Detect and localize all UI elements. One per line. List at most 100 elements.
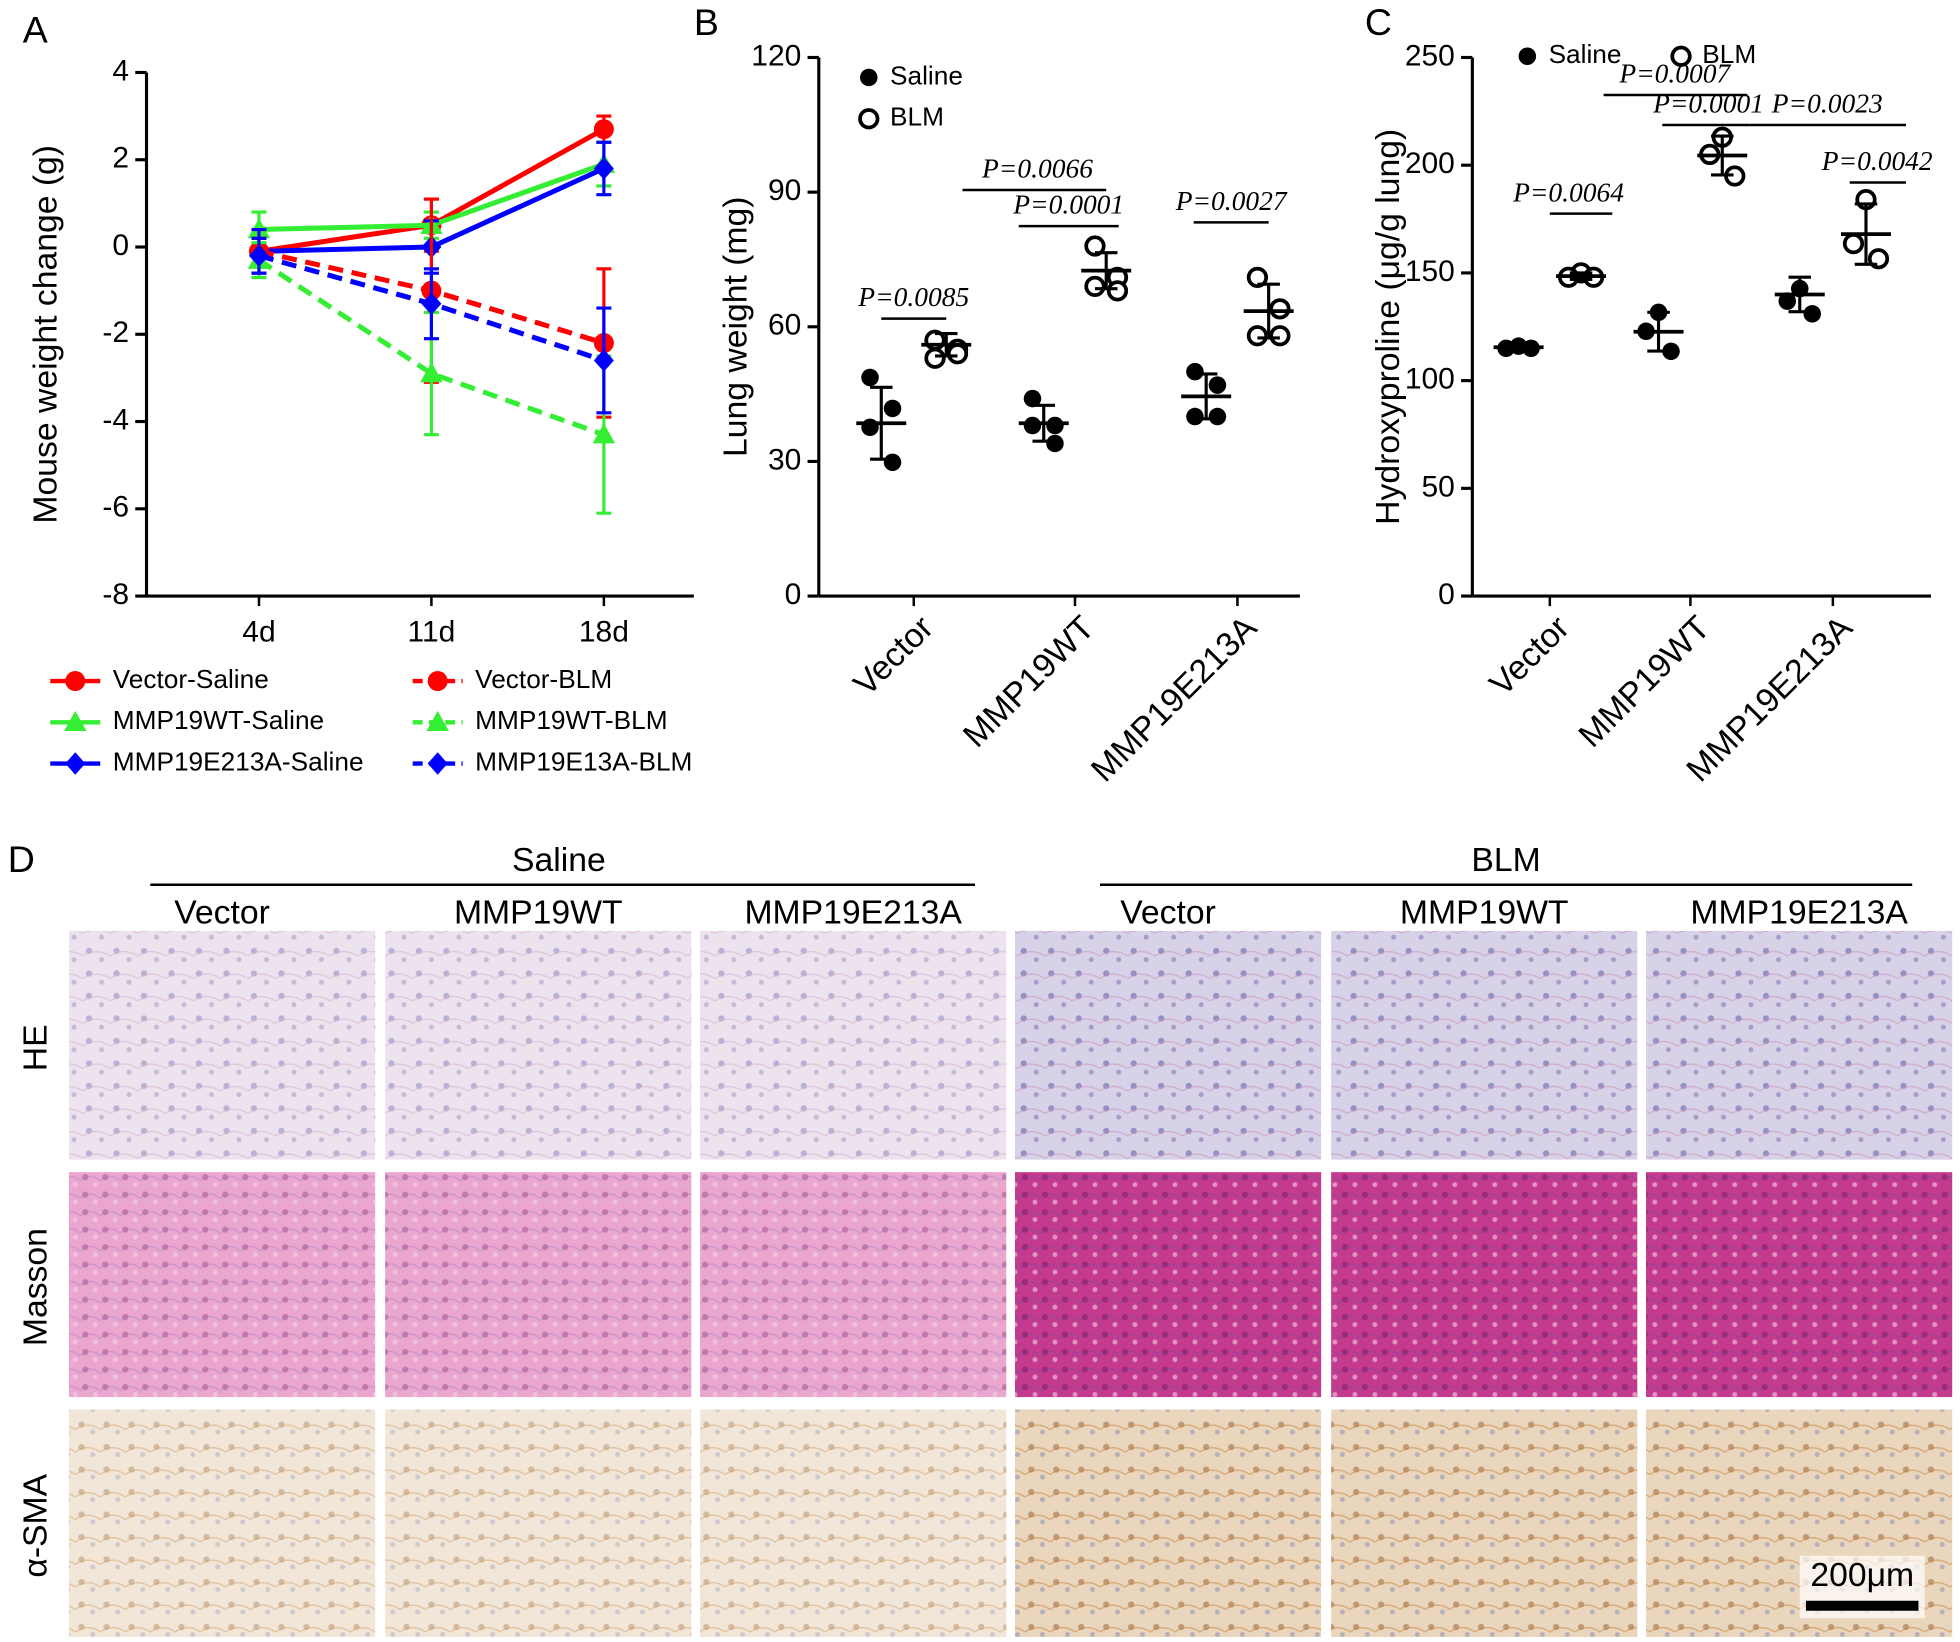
- x-tick-label: MMP19WT: [1571, 609, 1717, 755]
- marker: [1269, 298, 1291, 320]
- marker: [861, 368, 879, 387]
- group-label: Saline: [512, 841, 606, 879]
- histology-texture: [700, 1172, 1007, 1398]
- y-tick-label: -6: [102, 491, 129, 524]
- marker: [1106, 280, 1129, 302]
- row-label: α-SMA: [17, 1473, 55, 1577]
- histology-texture: [1646, 1172, 1953, 1398]
- legend-marker: [426, 711, 449, 732]
- y-tick-label: 0: [112, 229, 129, 262]
- histology-texture: [1014, 930, 1322, 1160]
- legend-label: Saline: [890, 60, 963, 90]
- marker: [1803, 305, 1821, 323]
- p-value: P=0.0027: [1175, 186, 1288, 216]
- marker: [1186, 407, 1204, 426]
- histology-texture: [69, 1172, 376, 1398]
- marker: [1023, 416, 1042, 435]
- error-bar: [1194, 372, 1218, 421]
- error-bar: [1711, 134, 1734, 177]
- p-value: P=0.0042: [1821, 146, 1933, 176]
- legend-marker: [65, 752, 86, 775]
- y-axis-title: Hydroxyproline (μg/g lung): [1369, 129, 1407, 525]
- panel-label: C: [1365, 1, 1392, 43]
- x-tick-label: Vector: [1482, 609, 1576, 703]
- marker: [1269, 325, 1291, 347]
- marker: [593, 157, 614, 180]
- y-tick-label: 60: [768, 309, 801, 342]
- y-tick-label: 50: [1421, 470, 1454, 503]
- histology-texture: [385, 930, 692, 1160]
- histology-texture: [1014, 1172, 1322, 1398]
- histology-texture: [1331, 930, 1638, 1160]
- marker: [421, 292, 442, 315]
- legend-label: Saline: [1549, 39, 1622, 69]
- y-tick-label: -8: [102, 578, 129, 611]
- marker: [1023, 389, 1042, 408]
- p-value: P=0.0064: [1512, 177, 1624, 207]
- marker: [1662, 342, 1680, 361]
- legend-marker: [1518, 47, 1537, 65]
- legend-label: Vector-BLM: [475, 664, 612, 694]
- column-label: Vector: [174, 894, 270, 932]
- legend-marker: [1670, 45, 1692, 67]
- histology-texture: [385, 1409, 692, 1638]
- x-tick-label: 11d: [408, 615, 456, 648]
- error-bar: [1854, 202, 1878, 266]
- y-tick-label: -2: [102, 316, 129, 349]
- p-value: P=0.0007: [1618, 59, 1731, 89]
- error-bar: [1257, 282, 1280, 340]
- legend-label: Vector-Saline: [113, 664, 269, 694]
- marker: [1084, 235, 1106, 257]
- x-tick-label: 18d: [579, 615, 629, 648]
- error-bar: [935, 331, 958, 358]
- x-tick-label: Vector: [846, 609, 940, 703]
- y-tick-label: 0: [1438, 578, 1455, 611]
- panel-label: D: [8, 838, 35, 880]
- x-tick-label: 4d: [242, 615, 275, 648]
- legend-marker: [860, 68, 878, 87]
- legend-label: BLM: [1702, 39, 1756, 69]
- scale-bar-label: 200μm: [1810, 1556, 1914, 1594]
- column-label: Vector: [1120, 894, 1216, 932]
- legend-marker: [427, 671, 448, 692]
- y-axis-title: Mouse weight change (g): [27, 145, 65, 524]
- group-label: BLM: [1471, 841, 1540, 879]
- error-bar: [1647, 310, 1670, 353]
- y-tick-label: 250: [1405, 39, 1455, 72]
- legend-marker: [858, 108, 880, 130]
- y-tick-label: 0: [785, 578, 802, 611]
- marker: [1778, 292, 1797, 310]
- histology-texture: [385, 1172, 692, 1398]
- marker: [420, 362, 443, 383]
- marker: [946, 343, 969, 365]
- y-tick-label: 2: [112, 142, 129, 175]
- column-label: MMP19E213A: [744, 894, 962, 932]
- y-tick-label: 90: [768, 174, 801, 207]
- row-label: Masson: [17, 1228, 55, 1346]
- legend-marker: [427, 752, 448, 775]
- legend-marker: [65, 671, 86, 692]
- histology-texture: [700, 930, 1007, 1160]
- marker: [1046, 416, 1064, 435]
- error-bar: [1094, 251, 1118, 291]
- column-label: MMP19WT: [454, 894, 623, 932]
- y-tick-label: 30: [768, 443, 801, 476]
- legend-marker: [64, 711, 87, 732]
- y-tick-label: 100: [1405, 363, 1455, 396]
- marker: [1084, 275, 1106, 298]
- marker: [593, 349, 614, 372]
- legend-label: MMP19WT-Saline: [113, 705, 324, 735]
- y-tick-label: 4: [112, 54, 129, 87]
- y-axis-title: Lung weight (mg): [716, 197, 754, 458]
- marker: [1186, 362, 1204, 381]
- error-bar: [1569, 271, 1593, 281]
- histology-texture: [1331, 1172, 1638, 1398]
- error-bar: [1507, 343, 1530, 351]
- p-value: P=0.0085: [857, 282, 969, 312]
- error-bar: [1032, 403, 1055, 443]
- marker: [924, 347, 946, 369]
- marker: [593, 119, 614, 140]
- marker: [1842, 232, 1865, 255]
- histology-texture: [1331, 1409, 1638, 1638]
